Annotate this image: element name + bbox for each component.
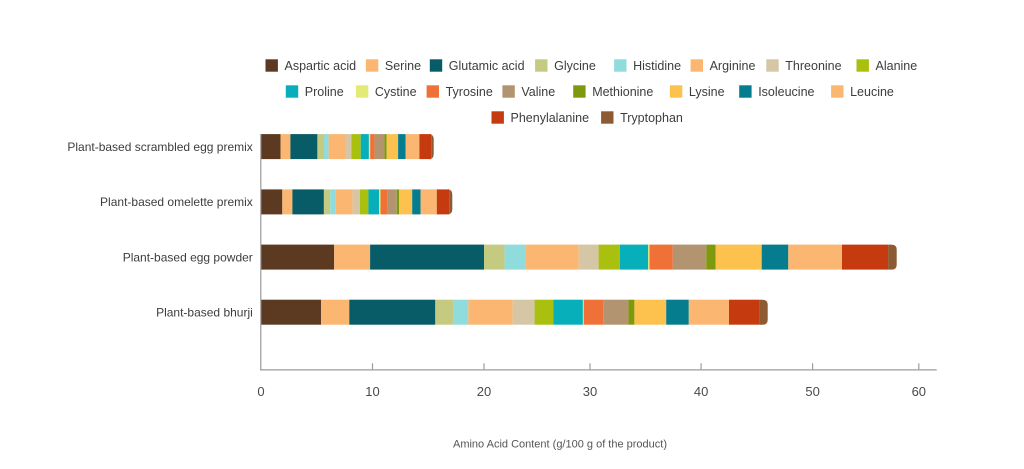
svg-text:Plant-based scrambled egg prem: Plant-based scrambled egg premix	[67, 140, 252, 154]
svg-text:Proline: Proline	[305, 85, 344, 99]
svg-text:Tyrosine: Tyrosine	[446, 85, 493, 99]
svg-text:30: 30	[583, 384, 597, 399]
svg-text:20: 20	[477, 384, 491, 399]
svg-text:Valine: Valine	[521, 85, 555, 99]
svg-text:Plant-based bhurji: Plant-based bhurji	[156, 306, 253, 320]
svg-text:Arginine: Arginine	[710, 59, 756, 73]
svg-text:Cystine: Cystine	[375, 85, 417, 99]
svg-text:Histidine: Histidine	[633, 59, 681, 73]
svg-text:Aspartic acid: Aspartic acid	[285, 59, 357, 73]
svg-text:Threonine: Threonine	[785, 59, 841, 73]
svg-text:Serine: Serine	[385, 59, 421, 73]
svg-text:Lysine: Lysine	[689, 85, 725, 99]
svg-text:Alanine: Alanine	[876, 59, 918, 73]
svg-text:Leucine: Leucine	[850, 85, 894, 99]
svg-text:50: 50	[805, 384, 819, 399]
svg-text:Isoleucine: Isoleucine	[758, 85, 814, 99]
svg-text:Glycine: Glycine	[554, 59, 596, 73]
svg-text:60: 60	[912, 384, 926, 399]
svg-text:10: 10	[365, 384, 379, 399]
svg-text:Tryptophan: Tryptophan	[620, 111, 683, 125]
svg-text:Glutamic acid: Glutamic acid	[449, 59, 525, 73]
svg-text:Phenylalanine: Phenylalanine	[511, 111, 590, 125]
svg-text:Methionine: Methionine	[592, 85, 653, 99]
svg-text:Amino Acid Content (g/100 g of: Amino Acid Content (g/100 g of the produ…	[453, 439, 667, 451]
svg-text:Plant-based egg powder: Plant-based egg powder	[123, 250, 253, 264]
svg-text:40: 40	[694, 384, 708, 399]
svg-text:Plant-based omelette premix: Plant-based omelette premix	[100, 195, 253, 209]
svg-text:0: 0	[257, 384, 264, 399]
